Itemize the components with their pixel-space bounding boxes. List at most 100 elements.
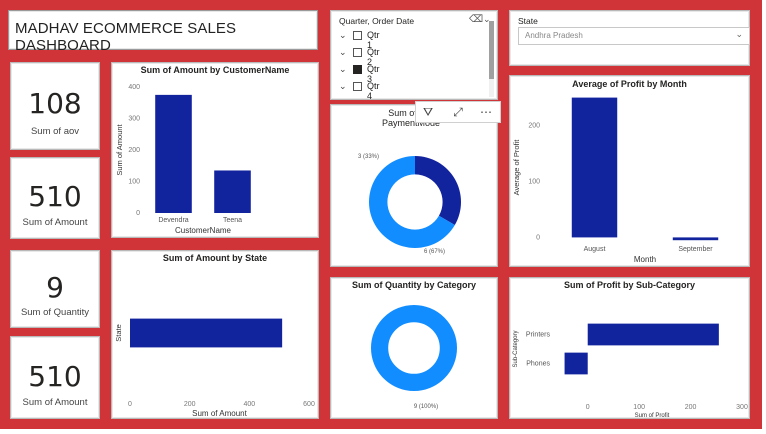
chart-profit-by-month-svg: 0 100 200 August September Month Average of Pr… (512, 97, 719, 264)
y-tick-label: 200 (528, 123, 540, 130)
checkbox[interactable] (353, 82, 362, 91)
state-dropdown-value: Andhra Pradesh (525, 31, 583, 40)
checkbox-checked[interactable] (353, 65, 362, 74)
quarter-option-label: Qtr 1 (367, 30, 380, 50)
x-tick-label: 200 (184, 401, 196, 408)
y-tick-label: 100 (528, 178, 540, 185)
donut-slice (415, 156, 461, 225)
quarter-option-label: Qtr 2 (367, 47, 380, 67)
chart-title: Sum of Amount by CustomerName (140, 65, 290, 75)
scrollbar-thumb[interactable] (489, 21, 494, 79)
bar (587, 323, 719, 346)
chart-amount-by-customer[interactable]: Sum of Amount by CustomerName 0 100 200 300… (111, 62, 319, 238)
kpi-card-aov[interactable]: 108 Sum of aov (10, 62, 100, 150)
x-axis-label: Sum of Profit (635, 413, 670, 418)
chart-quantity-by-category-svg: 9 (100%) (370, 304, 458, 410)
donut-slice (369, 156, 455, 248)
y-tick-label: Phones (526, 361, 550, 368)
kpi-value: 510 (28, 180, 82, 213)
x-axis-label: CustomerName (175, 226, 232, 235)
y-tick-label: 200 (128, 147, 140, 154)
chart-profit-by-month[interactable]: Average of Profit by Month 0 100 200 August… (509, 75, 750, 267)
x-tick-label: August (584, 246, 606, 253)
slicer-title: Quarter, Order Date (339, 16, 415, 26)
chart-title: Average of Profit by Month (572, 79, 687, 89)
y-tick-label: 0 (136, 210, 140, 217)
y-tick-label: 100 (128, 179, 140, 186)
chart-title: Sum of Amount by State (162, 253, 268, 263)
quarter-option-label: Qtr 3 (367, 64, 380, 84)
chevron-down-icon[interactable]: ⌄ (483, 14, 491, 24)
bar (564, 352, 588, 375)
chart-quantity-by-payment[interactable]: Sum of Q... PaymentMode 3 (33%) 6 (67%) (330, 104, 498, 267)
chart-amount-by-customer-svg: 0 100 200 300 400 Devendra Teena CustomerName Su… (115, 84, 251, 235)
slicer-title: State (518, 16, 538, 26)
bar (672, 237, 719, 241)
kpi-card-amount-2[interactable]: 510 Sum of Amount (10, 336, 100, 419)
x-axis-label: Sum of Amount (192, 409, 247, 418)
y-tick-label: 0 (536, 234, 540, 241)
x-tick-label: 0 (128, 401, 132, 408)
checkbox[interactable] (353, 48, 362, 57)
x-axis-label: Month (634, 255, 656, 264)
kpi-label: Sum of Quantity (20, 307, 90, 318)
eraser-icon[interactable]: ⌫ (469, 14, 484, 25)
kpi-value: 9 (46, 271, 64, 304)
state-dropdown[interactable]: Andhra Pradesh ⌄ (518, 27, 750, 45)
x-tick-label: 600 (303, 401, 315, 408)
y-tick-label: Printers (526, 332, 551, 339)
chart-profit-by-subcategory[interactable]: Sum of Profit by Sub-Category 0 100 200 300… (509, 277, 750, 419)
chevron-down-icon[interactable]: ⌄ (339, 64, 347, 74)
chevron-down-icon[interactable]: ⌄ (735, 29, 743, 39)
more-options-icon[interactable]: ⋯ (480, 105, 492, 119)
y-tick-label: 400 (128, 84, 140, 91)
x-tick-label: Devendra (158, 217, 188, 224)
chart-quantity-by-payment-svg: 3 (33%) 6 (67%) (358, 154, 461, 255)
chart-quantity-by-category[interactable]: Sum of Quantity by Category 9 (100%) (330, 277, 498, 419)
kpi-value: 510 (28, 360, 82, 393)
kpi-label: Sum of aov (30, 126, 80, 137)
y-axis-label: Sub-Category (513, 330, 519, 367)
kpi-label: Sum of Amount (22, 397, 88, 408)
dashboard-title-card: MADHAV ECOMMERCE SALES DASHBOARD (8, 10, 318, 54)
bar (214, 170, 251, 213)
kpi-label: Sum of Amount (22, 217, 88, 228)
chart-title: Sum of Quantity by Category (351, 280, 476, 290)
x-tick-label: 400 (243, 401, 255, 408)
bar (571, 97, 618, 238)
dashboard-title: MADHAV ECOMMERCE SALES DASHBOARD (15, 20, 237, 54)
x-tick-label: September (678, 246, 713, 253)
scrollbar[interactable] (489, 21, 494, 97)
y-axis-label: Average of Profit (512, 139, 521, 196)
data-label: 6 (67%) (424, 249, 445, 255)
visual-header-toolbar: ⛛ ⤢ ⋯ (415, 101, 501, 123)
state-slicer[interactable]: State Andhra Pradesh ⌄ (509, 10, 750, 66)
quarter-slicer[interactable]: Quarter, Order Date ⌫ ⌄ ⌄ Qtr 1 ⌄ Qtr 2 … (330, 10, 498, 101)
y-axis-label: State (114, 324, 123, 342)
chart-amount-by-state[interactable]: Sum of Amount by State 0 200 400 600 Sum of … (111, 250, 319, 419)
chart-profit-by-subcategory-svg: 0 100 200 300 Printers Phones Sum of Profit Sub… (513, 323, 748, 418)
kpi-value: 108 (28, 87, 82, 120)
kpi-card-quantity[interactable]: 9 Sum of Quantity (10, 250, 100, 328)
chart-title: Sum of Q... PaymentMode (381, 108, 441, 128)
focus-mode-icon[interactable]: ⤢ (453, 105, 463, 119)
chevron-down-icon[interactable]: ⌄ (339, 81, 347, 91)
data-label: 3 (33%) (358, 154, 379, 160)
donut-slice (370, 304, 458, 392)
chart-title: Sum of Profit by Sub-Category (563, 280, 695, 290)
x-tick-label: 0 (586, 404, 590, 411)
x-tick-label: 100 (633, 404, 645, 411)
kpi-card-amount[interactable]: 510 Sum of Amount (10, 157, 100, 239)
x-tick-label: 200 (685, 404, 697, 411)
chevron-down-icon[interactable]: ⌄ (339, 47, 347, 57)
filter-icon[interactable]: ⛛ (422, 105, 434, 119)
checkbox[interactable] (353, 31, 362, 40)
chevron-down-icon[interactable]: ⌄ (339, 30, 347, 40)
bar (155, 94, 192, 213)
quarter-option-label: Qtr 4 (367, 81, 380, 101)
y-axis-label: Sum of Amount (115, 123, 124, 175)
x-tick-label: 300 (736, 404, 748, 411)
x-tick-label: Teena (223, 217, 242, 224)
data-label: 9 (100%) (414, 404, 438, 410)
y-tick-label: 300 (128, 116, 140, 123)
